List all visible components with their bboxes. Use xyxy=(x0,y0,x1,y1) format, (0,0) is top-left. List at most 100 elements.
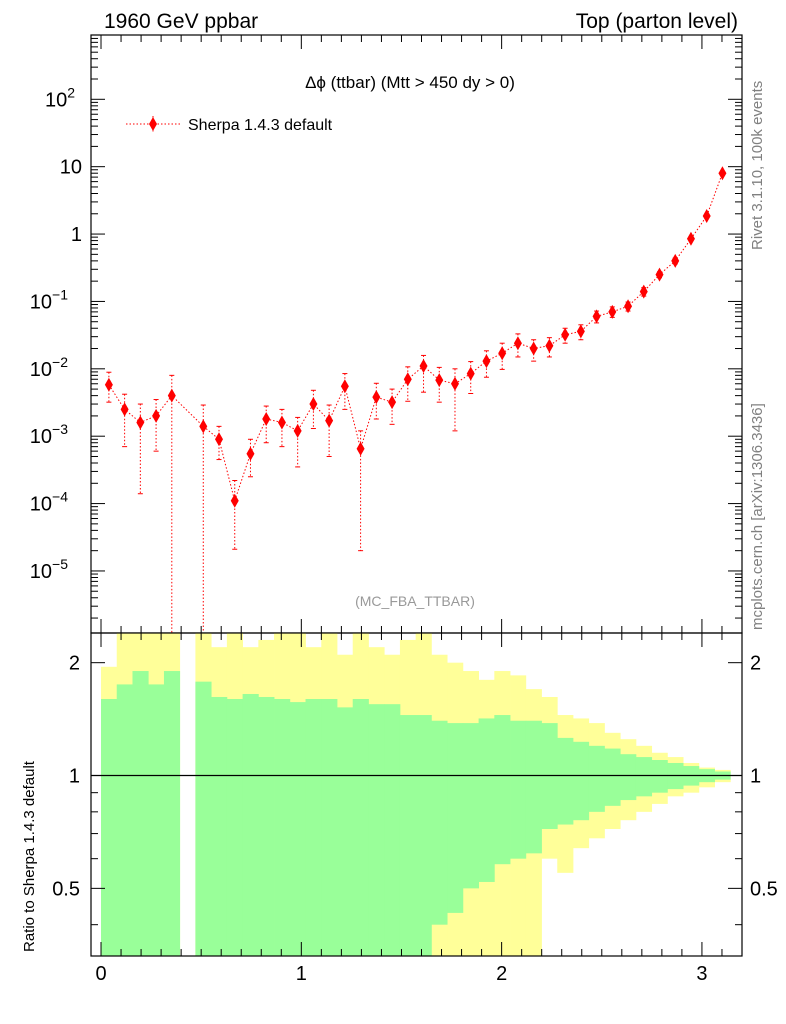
main-data-marks xyxy=(104,166,727,633)
ratio-ytick-label-left: 1 xyxy=(69,766,80,788)
ratio-band-stat xyxy=(384,704,401,956)
x-tick-label: 0 xyxy=(95,963,106,985)
ratio-band-stat xyxy=(510,720,527,859)
data-point xyxy=(482,354,491,369)
ratio-band-stat xyxy=(478,718,495,882)
ratio-band-stat xyxy=(336,707,354,956)
data-point xyxy=(277,415,286,430)
ratio-panel-frame xyxy=(90,632,743,957)
data-point xyxy=(702,209,711,224)
ratio-band-stat xyxy=(431,720,448,925)
data-point xyxy=(513,336,522,351)
ratio-band-stat xyxy=(258,696,275,956)
main-ytick-label: 102 xyxy=(45,84,75,111)
data-point xyxy=(639,284,648,299)
data-point xyxy=(545,338,554,353)
data-point xyxy=(718,166,727,181)
mcplots-label: mcplots.cern.ch [arXiv:1306.3436] xyxy=(749,403,766,630)
data-point xyxy=(309,397,318,412)
data-point xyxy=(293,423,302,438)
data-point xyxy=(403,372,412,387)
ratio-band-stat xyxy=(211,696,228,956)
main-ytick-label: 10−5 xyxy=(30,556,68,583)
legend-label: Sherpa 1.4.3 default xyxy=(188,117,333,134)
data-point xyxy=(120,402,129,417)
data-point xyxy=(214,432,223,447)
ratio-bands xyxy=(101,633,731,956)
main-ytick-label: 10−1 xyxy=(30,286,68,313)
ratio-band-stat xyxy=(620,754,637,801)
ratio-band-stat xyxy=(588,745,605,812)
data-point xyxy=(340,379,349,394)
ratio-panel: 0.5 0.5 1 1 2 2 Ratio to Sherpa 1.4.3 default xyxy=(21,632,778,957)
ratio-band-stat xyxy=(604,748,621,806)
data-point xyxy=(435,373,444,388)
ratio-band-stat xyxy=(462,723,479,889)
ratio-band-stat xyxy=(399,715,417,956)
legend-marker xyxy=(149,117,157,131)
ratio-band-stat xyxy=(148,684,165,956)
ratio-band-stat xyxy=(447,723,464,913)
x-axis: 0 1 2 3 xyxy=(95,35,743,985)
legend: Sherpa 1.4.3 default xyxy=(126,116,333,134)
data-point xyxy=(419,359,428,374)
main-ytick-label: 1 xyxy=(71,224,82,246)
rivet-version-label: Rivet 3.1.10, 100k events xyxy=(749,81,766,250)
analysis-label: (MC_FBA_TTBAR) xyxy=(355,593,475,609)
data-point xyxy=(246,446,255,461)
x-tick-label: 2 xyxy=(496,963,507,985)
data-point xyxy=(136,415,145,430)
data-point xyxy=(388,395,397,410)
data-point xyxy=(561,327,570,342)
data-point xyxy=(167,388,176,403)
ratio-band-stat xyxy=(163,671,181,956)
ratio-band-stat xyxy=(368,704,385,956)
ratio-axes: 0.5 0.5 1 1 2 2 xyxy=(52,653,778,926)
ratio-band-stat xyxy=(572,741,590,821)
ratio-band-stat xyxy=(274,699,291,956)
data-point xyxy=(576,324,585,339)
data-point xyxy=(325,413,334,428)
data-point xyxy=(655,267,664,282)
data-point xyxy=(686,231,695,246)
ratio-ytick-label-right: 0.5 xyxy=(750,878,778,900)
data-point xyxy=(450,376,459,391)
ratio-band-stat xyxy=(132,671,149,956)
header-right: Top (parton level) xyxy=(576,10,738,33)
main-axes: 102 10 1 10−1 10−2 10−3 10−4 10−5 xyxy=(30,34,742,619)
data-point xyxy=(230,493,239,508)
main-ytick-label: 10−2 xyxy=(30,354,68,381)
series-line xyxy=(108,173,723,503)
ratio-band-stat xyxy=(557,737,574,825)
data-point xyxy=(624,299,633,314)
data-point xyxy=(262,411,271,426)
main-panel: 102 10 1 10−1 10−2 10−3 10−4 10−5 Δϕ (ttbar) (M… xyxy=(30,34,743,634)
main-ytick-label: 10−3 xyxy=(30,421,68,448)
x-tick-label: 3 xyxy=(696,963,707,985)
ratio-band-stat xyxy=(305,699,322,956)
ratio-band-stat xyxy=(651,760,668,793)
ratio-band-stat xyxy=(321,699,338,956)
ratio-band-stat xyxy=(242,693,259,956)
main-ytick-label: 10 xyxy=(60,157,82,179)
ratio-band-stat xyxy=(195,681,212,956)
ratio-band-stat xyxy=(289,702,306,956)
data-point xyxy=(152,408,161,423)
data-point xyxy=(466,366,475,381)
data-point xyxy=(356,441,365,456)
ratio-ytick-label-right: 1 xyxy=(750,766,761,788)
ratio-ytick-label-right: 2 xyxy=(750,653,761,675)
ratio-ytick-label-left: 0.5 xyxy=(52,878,80,900)
ratio-band-stat xyxy=(494,715,511,865)
data-point xyxy=(372,390,381,405)
header-left: 1960 GeV ppbar xyxy=(104,10,258,33)
ratio-ylabel: Ratio to Sherpa 1.4.3 default xyxy=(21,760,38,952)
ratio-band-stat xyxy=(116,684,133,956)
data-point xyxy=(592,309,601,324)
ratio-band-stat xyxy=(226,699,244,956)
data-point xyxy=(671,253,680,268)
main-ytick-label: 10−4 xyxy=(30,489,68,516)
x-tick-label: 1 xyxy=(296,963,307,985)
data-point xyxy=(104,377,113,392)
